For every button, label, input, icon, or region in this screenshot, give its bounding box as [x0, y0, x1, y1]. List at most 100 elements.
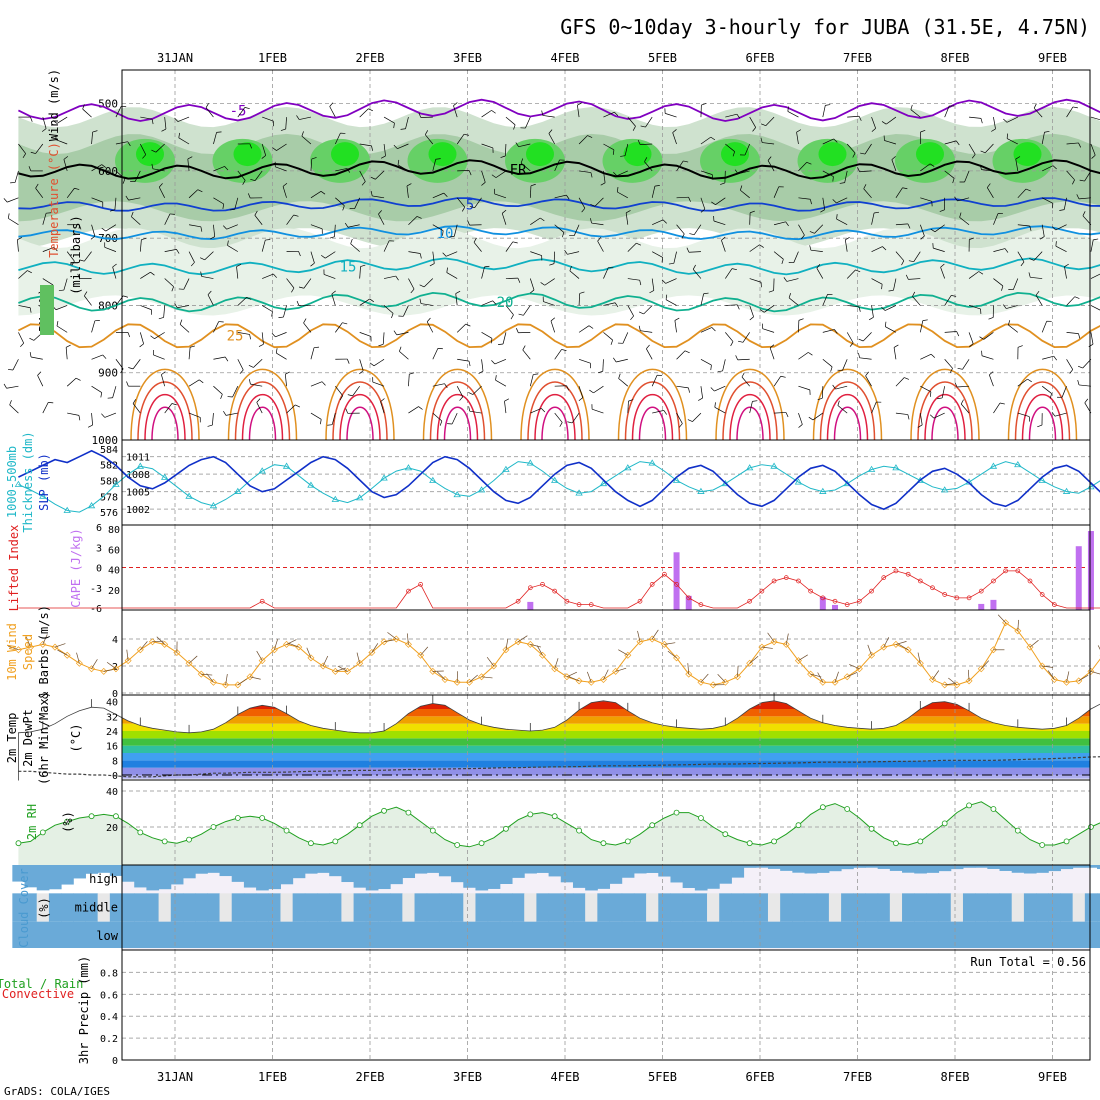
wind-barb — [453, 105, 458, 118]
wind-barb-10m — [1047, 670, 1055, 680]
wind-barb — [84, 251, 92, 262]
wind-barb — [432, 383, 445, 387]
temperature-contour — [339, 394, 381, 441]
isotherm-label: FR — [510, 163, 527, 179]
cloud-low — [280, 921, 294, 948]
cloud-middle — [1011, 893, 1025, 922]
axis-label-temperature: Temperature (°C) — [47, 142, 61, 258]
wind-barb — [502, 332, 507, 345]
wind-barb-flag — [131, 211, 134, 217]
wind-barb-flag — [510, 314, 514, 320]
wind-barb — [1012, 278, 1019, 290]
temperature-contour — [917, 381, 973, 441]
wind-barb — [543, 301, 555, 306]
cloud-high — [475, 865, 489, 891]
axis-label-convective: Convective — [2, 987, 74, 1001]
wind-barb-flag — [858, 306, 861, 312]
temperature-contour — [729, 394, 771, 441]
temperature-contour — [137, 381, 193, 441]
temperature-contour — [520, 368, 590, 441]
wind-speed-point — [270, 646, 278, 654]
cloud-low — [767, 921, 781, 948]
wind-barb — [1055, 245, 1067, 252]
wind-barb — [919, 413, 923, 425]
wind-speed-point — [526, 640, 534, 648]
wind-speed-point — [831, 678, 839, 686]
wind-barb — [871, 212, 875, 225]
rh-legend-swatch — [40, 285, 54, 335]
wind-barb — [749, 401, 753, 414]
wind-barb-flag — [220, 394, 223, 400]
wind-barb — [786, 278, 799, 282]
wind-barb-flag — [688, 387, 690, 393]
wind-barb — [131, 216, 141, 225]
cloud-high — [1084, 865, 1098, 868]
wind-barb-flag — [587, 135, 593, 138]
cloud-high — [621, 865, 635, 878]
rh-point — [917, 838, 924, 845]
thickness-tick: 584 — [100, 445, 118, 456]
cloud-middle — [780, 893, 793, 922]
wind-barb-flag — [738, 340, 744, 343]
cloud-low — [719, 921, 732, 948]
temperature-contour — [931, 406, 959, 441]
wind-barb — [944, 331, 957, 333]
wind-barb-flag — [53, 247, 58, 252]
wind-barb — [256, 402, 263, 414]
wind-barb — [578, 386, 584, 398]
footer-credit: GrADS: COLA/IGES — [4, 1085, 110, 1098]
cloud-middle — [195, 893, 208, 922]
date-label-top: 3FEB — [453, 51, 482, 65]
cloud-high — [158, 865, 172, 890]
wind-speed-point — [782, 640, 790, 648]
wind-barb-flag — [711, 327, 716, 332]
wind-barb-flag — [628, 399, 634, 402]
wind-barb-flag — [346, 168, 351, 173]
wind-barb-flag — [1035, 291, 1040, 296]
wind-barb-flag — [265, 239, 271, 241]
wind-barb-flag — [368, 108, 374, 112]
wind-barb — [261, 239, 266, 252]
cloud-middle — [487, 893, 501, 922]
wind-barb — [862, 332, 872, 342]
axis-label-minmax: (6hr Min/Max) — [37, 691, 51, 785]
cloud-middle — [426, 893, 440, 922]
axis-label-10m-wind: 10m Wind — [5, 623, 19, 681]
cloud-low — [841, 921, 854, 948]
wind-barb — [944, 140, 957, 145]
wind-barb — [299, 116, 312, 120]
rh-tick: 40 — [106, 787, 118, 798]
cloud-high — [243, 865, 257, 888]
wind-barb-flag — [734, 169, 739, 175]
cloud-middle — [536, 893, 550, 922]
thickness-point — [745, 464, 754, 471]
wind-barb-flag — [991, 128, 996, 132]
wind-barb-flag — [346, 358, 350, 364]
cloud-high — [134, 865, 147, 888]
wind-barb — [798, 385, 810, 391]
rh-point — [624, 838, 631, 845]
wind-barb-flag — [564, 250, 568, 255]
wind-barb-flag — [1055, 241, 1057, 247]
wind-barb-flag — [27, 270, 32, 274]
wind-barb — [523, 305, 531, 316]
wind-barb-flag — [344, 222, 349, 228]
wind-barb — [692, 412, 702, 422]
wind-barb-flag — [3, 198, 8, 203]
wind-barb — [237, 170, 246, 181]
cloud-middle — [962, 893, 976, 922]
wind-barb-flag — [296, 300, 300, 306]
wind-barb-flag — [832, 384, 836, 390]
wind-barb-10m — [249, 676, 261, 680]
cloud-high — [463, 865, 476, 888]
cloud-low — [85, 921, 99, 948]
wind-tick: 0 — [112, 689, 118, 700]
cloud-high — [1048, 865, 1061, 872]
wind-barb — [579, 170, 591, 173]
wind-barb — [554, 349, 562, 360]
wind-barb-flag — [638, 311, 644, 315]
cloud-low — [475, 921, 489, 948]
wind-barb — [1033, 251, 1043, 261]
rh-point — [551, 813, 558, 820]
rh-point — [746, 840, 753, 847]
